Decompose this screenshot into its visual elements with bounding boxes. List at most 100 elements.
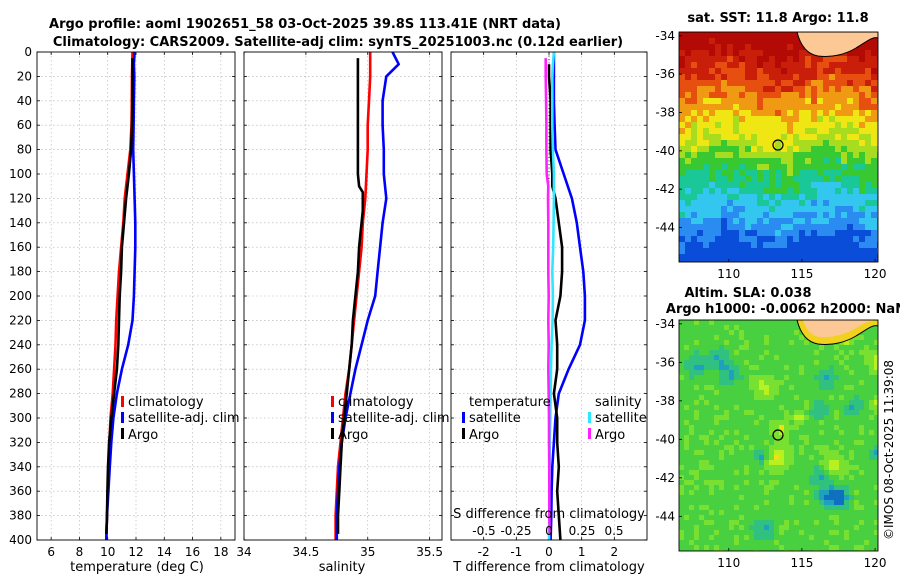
- sla-cell: [724, 345, 730, 351]
- sla-cell: [824, 530, 830, 536]
- sla-cell: [854, 375, 860, 381]
- sla-cell: [784, 495, 790, 501]
- sla-cell: [694, 515, 700, 521]
- sla-cell: [809, 500, 815, 506]
- sst-cell: [859, 146, 866, 153]
- sla-cell: [714, 485, 720, 491]
- sla-cell: [709, 490, 715, 496]
- sst-cell: [691, 254, 698, 261]
- sst-cell: [727, 50, 734, 57]
- sst-cell: [769, 134, 776, 141]
- sst-cell: [865, 92, 872, 99]
- sst-cell: [781, 110, 788, 117]
- sst-cell: [775, 212, 782, 219]
- sla-cell: [724, 425, 730, 431]
- sla-cell: [739, 410, 745, 416]
- sla-cell: [734, 335, 740, 341]
- sst-cell: [871, 92, 878, 99]
- sla-cell: [854, 355, 860, 361]
- sla-cell: [719, 460, 725, 466]
- sst-cell: [775, 182, 782, 189]
- sst-cell: [811, 152, 818, 159]
- sla-cell: [769, 395, 775, 401]
- y-tick-label: 320: [9, 435, 32, 449]
- sla-cell: [704, 360, 710, 366]
- sla-cell: [859, 395, 865, 401]
- sst-cell: [853, 254, 860, 261]
- sla-cell: [814, 510, 820, 516]
- sla-map-subtitle: Argo h1000: -0.0062 h2000: NaN: [666, 302, 900, 317]
- sst-cell: [715, 98, 722, 105]
- sla-cell: [839, 535, 845, 541]
- sla-cell: [794, 420, 800, 426]
- sst-cell: [715, 218, 722, 225]
- sla-cell: [679, 515, 685, 521]
- sst-cell: [739, 68, 746, 75]
- sst-cell: [709, 236, 716, 243]
- y-tick-label: 200: [9, 289, 32, 303]
- x-tick-label: 34: [236, 545, 251, 559]
- sst-cell: [847, 224, 854, 231]
- sst-cell: [841, 206, 848, 213]
- sst-cell: [691, 134, 698, 141]
- sst-cell: [685, 56, 692, 63]
- sst-cell: [751, 170, 758, 177]
- sla-cell: [824, 550, 830, 551]
- sla-cell: [749, 415, 755, 421]
- sla-cell: [864, 330, 870, 336]
- sst-cell: [871, 38, 878, 45]
- sla-cell: [749, 510, 755, 516]
- sla-cell: [684, 470, 690, 476]
- sst-cell: [829, 176, 836, 183]
- y-tick-label: 0: [24, 45, 32, 59]
- sla-cell: [819, 525, 825, 531]
- sla-cell: [784, 440, 790, 446]
- sla-cell: [729, 480, 735, 486]
- sla-cell: [689, 475, 695, 481]
- sla-cell: [784, 390, 790, 396]
- sst-cell: [787, 146, 794, 153]
- sla-cell: [709, 375, 715, 381]
- sst-cell: [829, 122, 836, 129]
- sla-cell: [739, 380, 745, 386]
- sst-cell: [733, 152, 740, 159]
- sla-cell: [804, 530, 810, 536]
- sla-cell: [729, 440, 735, 446]
- sla-cell: [794, 480, 800, 486]
- sla-cell: [769, 450, 775, 456]
- sst-cell: [799, 212, 806, 219]
- sst-cell: [775, 170, 782, 177]
- sla-cell: [824, 425, 830, 431]
- sla-cell: [824, 465, 830, 471]
- sla-cell: [804, 480, 810, 486]
- sla-cell: [679, 510, 685, 516]
- sst-cell: [703, 122, 710, 129]
- sla-cell: [754, 325, 760, 331]
- sst-cell: [697, 134, 704, 141]
- sla-cell: [709, 365, 715, 371]
- sla-cell: [749, 475, 755, 481]
- sla-cell: [724, 465, 730, 471]
- x-tick-label: -2: [478, 545, 490, 559]
- sla-cell: [849, 490, 855, 496]
- sla-cell: [734, 390, 740, 396]
- sst-cell: [757, 80, 764, 87]
- sla-cell: [714, 320, 720, 326]
- sla-cell: [849, 375, 855, 381]
- sla-cell: [809, 455, 815, 461]
- sst-cell: [817, 110, 824, 117]
- sla-cell: [754, 355, 760, 361]
- sst-cell: [781, 230, 788, 237]
- sla-cell: [779, 320, 785, 326]
- sla-cell: [829, 505, 835, 511]
- sla-cell: [769, 495, 775, 501]
- sst-cell: [775, 230, 782, 237]
- sla-cell: [809, 470, 815, 476]
- sla-cell: [759, 500, 765, 506]
- sst-cell: [811, 128, 818, 135]
- sst-cell: [787, 254, 794, 261]
- sla-cell: [844, 360, 850, 366]
- sla-cell: [769, 390, 775, 396]
- sst-cell: [769, 86, 776, 93]
- sst-cell: [679, 170, 686, 177]
